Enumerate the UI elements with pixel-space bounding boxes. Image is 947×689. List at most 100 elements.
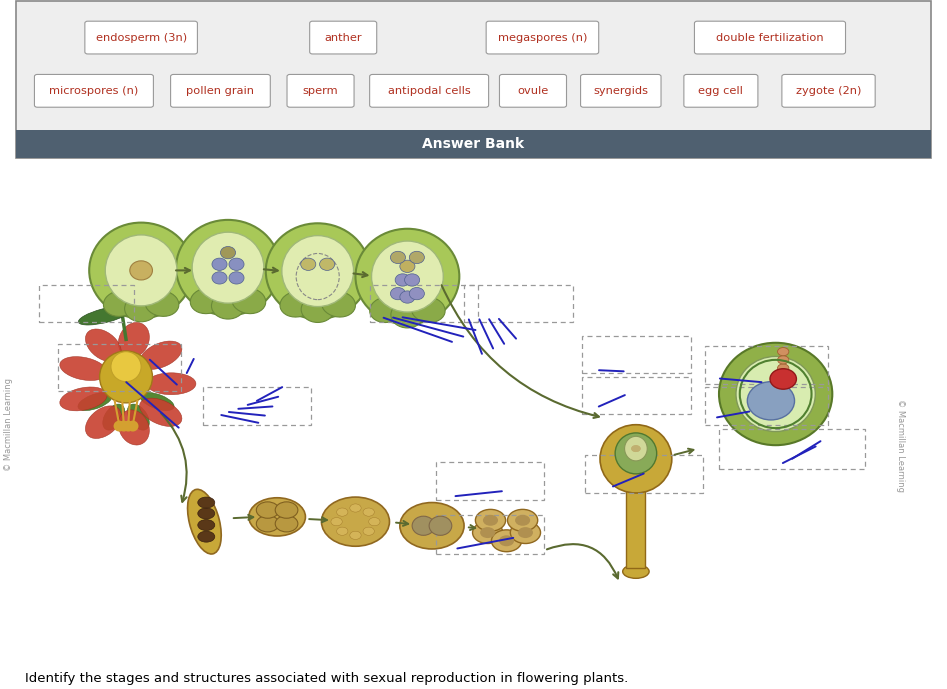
- Ellipse shape: [349, 531, 361, 539]
- Ellipse shape: [770, 369, 796, 389]
- Ellipse shape: [198, 508, 215, 519]
- Ellipse shape: [249, 497, 306, 536]
- Ellipse shape: [322, 291, 355, 317]
- Ellipse shape: [480, 527, 495, 538]
- Ellipse shape: [232, 288, 266, 313]
- Text: egg cell: egg cell: [699, 86, 743, 96]
- Ellipse shape: [221, 247, 236, 259]
- Ellipse shape: [103, 404, 125, 430]
- FancyBboxPatch shape: [684, 74, 758, 107]
- Ellipse shape: [518, 527, 533, 538]
- Ellipse shape: [777, 356, 789, 364]
- Ellipse shape: [125, 296, 157, 322]
- Ellipse shape: [85, 329, 121, 362]
- FancyBboxPatch shape: [581, 74, 661, 107]
- FancyBboxPatch shape: [16, 130, 931, 158]
- Ellipse shape: [369, 297, 403, 322]
- Ellipse shape: [139, 398, 182, 426]
- Ellipse shape: [321, 497, 389, 546]
- Text: Answer Bank: Answer Bank: [422, 137, 525, 151]
- Ellipse shape: [331, 517, 342, 526]
- FancyBboxPatch shape: [694, 21, 846, 54]
- Ellipse shape: [409, 287, 424, 300]
- Text: zygote (2n): zygote (2n): [795, 86, 861, 96]
- Ellipse shape: [118, 420, 130, 431]
- Ellipse shape: [747, 382, 795, 420]
- Ellipse shape: [301, 258, 315, 270]
- Text: © Macmillan Learning: © Macmillan Learning: [896, 399, 904, 492]
- Ellipse shape: [211, 293, 244, 319]
- Ellipse shape: [103, 291, 137, 316]
- Ellipse shape: [111, 351, 141, 382]
- Ellipse shape: [78, 393, 112, 411]
- Ellipse shape: [266, 223, 369, 319]
- Ellipse shape: [736, 356, 815, 431]
- Ellipse shape: [412, 516, 435, 535]
- Ellipse shape: [368, 517, 380, 526]
- Ellipse shape: [229, 271, 244, 284]
- Ellipse shape: [336, 527, 348, 535]
- Ellipse shape: [508, 509, 538, 531]
- Ellipse shape: [475, 509, 506, 531]
- Ellipse shape: [147, 373, 196, 395]
- FancyBboxPatch shape: [782, 74, 875, 107]
- FancyBboxPatch shape: [170, 74, 270, 107]
- Ellipse shape: [192, 232, 264, 303]
- Ellipse shape: [139, 341, 182, 369]
- Ellipse shape: [510, 522, 541, 544]
- Ellipse shape: [391, 302, 424, 328]
- FancyBboxPatch shape: [287, 74, 354, 107]
- Ellipse shape: [363, 508, 374, 516]
- Text: © Macmillan Learning: © Macmillan Learning: [5, 378, 13, 471]
- FancyBboxPatch shape: [85, 21, 197, 54]
- Ellipse shape: [276, 502, 298, 518]
- FancyBboxPatch shape: [627, 490, 645, 568]
- Ellipse shape: [85, 406, 121, 438]
- Ellipse shape: [122, 420, 134, 431]
- Text: anther: anther: [325, 32, 362, 43]
- Ellipse shape: [777, 364, 789, 372]
- Ellipse shape: [632, 445, 640, 452]
- Ellipse shape: [400, 502, 464, 549]
- Ellipse shape: [400, 291, 415, 303]
- Ellipse shape: [395, 274, 410, 286]
- Ellipse shape: [257, 515, 279, 532]
- Text: ovule: ovule: [517, 86, 548, 96]
- Text: endosperm (3n): endosperm (3n): [96, 32, 187, 43]
- Ellipse shape: [198, 531, 215, 542]
- Ellipse shape: [499, 535, 514, 546]
- Ellipse shape: [301, 296, 334, 322]
- Ellipse shape: [623, 565, 649, 578]
- Ellipse shape: [404, 274, 420, 286]
- Ellipse shape: [276, 515, 298, 532]
- Ellipse shape: [319, 258, 334, 270]
- Ellipse shape: [60, 387, 107, 411]
- Ellipse shape: [89, 223, 193, 318]
- Ellipse shape: [349, 504, 361, 512]
- Ellipse shape: [280, 291, 313, 317]
- Ellipse shape: [127, 420, 138, 431]
- Ellipse shape: [400, 260, 415, 272]
- Ellipse shape: [411, 297, 445, 322]
- Ellipse shape: [625, 436, 647, 461]
- Ellipse shape: [473, 522, 503, 544]
- Ellipse shape: [188, 489, 222, 554]
- Ellipse shape: [79, 306, 132, 325]
- Ellipse shape: [114, 420, 125, 431]
- Ellipse shape: [390, 287, 405, 300]
- Text: pollen grain: pollen grain: [187, 86, 255, 96]
- Ellipse shape: [105, 235, 177, 306]
- FancyBboxPatch shape: [369, 74, 489, 107]
- Ellipse shape: [99, 351, 152, 403]
- Ellipse shape: [600, 424, 671, 493]
- Ellipse shape: [60, 357, 107, 380]
- Ellipse shape: [515, 515, 530, 526]
- Ellipse shape: [719, 342, 832, 445]
- FancyBboxPatch shape: [310, 21, 377, 54]
- Ellipse shape: [355, 229, 459, 325]
- Ellipse shape: [140, 393, 174, 411]
- Text: double fertilization: double fertilization: [716, 32, 824, 43]
- Ellipse shape: [371, 241, 443, 312]
- Ellipse shape: [616, 433, 656, 474]
- Text: Identify the stages and structures associated with sexual reproduction in flower: Identify the stages and structures assoc…: [25, 672, 628, 685]
